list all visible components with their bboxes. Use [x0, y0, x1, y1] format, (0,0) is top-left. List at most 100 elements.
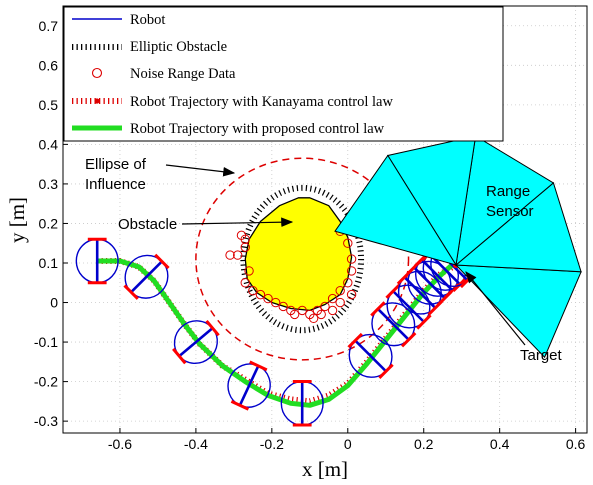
robot-axle	[392, 290, 425, 323]
noise-point	[335, 297, 345, 308]
kanayama-trajectory-line	[97, 258, 458, 405]
annotation-obstacle-label: Obstacle	[118, 216, 177, 233]
robot-axle	[377, 308, 410, 341]
robot-wheel-right	[378, 363, 394, 379]
legend-entry-elliptic-obstacle: Elliptic Obstacle	[72, 39, 227, 55]
annotation-sensor-line1: Range	[486, 183, 530, 200]
robot-axle	[354, 339, 387, 373]
y-tick-label: 0	[50, 295, 58, 311]
robot-axle	[178, 327, 214, 358]
noise-point	[225, 250, 235, 260]
noise-point	[240, 278, 250, 288]
robot	[123, 253, 170, 300]
noise-point	[232, 250, 243, 260]
noise-point	[270, 297, 281, 308]
noise-point	[244, 266, 254, 276]
noise-point	[343, 278, 353, 288]
robot-wheel-right	[452, 276, 468, 292]
robot-wheel-right	[230, 399, 250, 411]
y-tick-label: 0.2	[39, 215, 59, 231]
robot-wheel-left	[347, 332, 363, 349]
noise-point	[289, 309, 300, 320]
robot-wheel-left	[370, 301, 386, 317]
robot-wheel-right	[123, 284, 139, 300]
noise-point	[346, 266, 357, 276]
legend-entry-robot: Robot	[72, 12, 165, 28]
plot-frame	[62, 5, 588, 434]
robot-axle	[130, 260, 163, 294]
noise-points-layer	[225, 226, 357, 324]
annotation-influence-line1: Ellipse of	[85, 156, 147, 173]
noise-point	[343, 238, 353, 248]
annotation-obstacle: Obstacle	[118, 216, 294, 233]
sensor-wedge	[334, 154, 458, 266]
y-axis-label: y [m]	[5, 197, 29, 243]
influence-ellipse-layer	[195, 157, 410, 361]
y-tick-label: -0.2	[34, 374, 58, 390]
noise-point	[327, 305, 338, 316]
x-tick-label: -0.2	[260, 436, 284, 452]
robot-wheel-right	[172, 347, 187, 365]
annotation-influence-line2: Influence	[85, 176, 146, 193]
annotation-target-arrow	[465, 271, 526, 346]
robot	[227, 360, 271, 411]
x-tick-label: -0.6	[108, 436, 132, 452]
noise-point	[346, 254, 357, 264]
robot-wheel-left	[249, 360, 268, 372]
noise-point	[278, 301, 288, 312]
elliptic-obstacle-boundary	[240, 184, 365, 334]
robot-wheel-left	[205, 319, 220, 337]
x-tick-label: 0.6	[566, 436, 586, 452]
robot	[280, 380, 324, 427]
proposed-trajectory-layer	[97, 258, 456, 408]
legend-label-kanayama: Robot Trajectory with Kanayama control l…	[130, 94, 393, 110]
legend: Robot Elliptic Obstacle Noise Range Data…	[63, 6, 504, 142]
noise-point	[335, 285, 345, 296]
y-tick-label: 0.6	[39, 57, 59, 73]
annotation-ellipse-of-influence: Ellipse of Influence	[85, 156, 236, 193]
proposed-trajectory-line	[97, 258, 456, 408]
legend-label-noise: Noise Range Data	[130, 66, 236, 82]
obstacle-shape	[244, 197, 353, 312]
y-tick-label: -0.3	[34, 413, 58, 429]
noise-point	[346, 289, 357, 300]
x-axis-label: x [m]	[302, 457, 348, 481]
robot	[385, 283, 432, 330]
noise-point	[255, 289, 266, 300]
x-tick-label: -0.4	[184, 436, 208, 452]
robot	[75, 237, 119, 285]
robot	[172, 319, 220, 365]
axis-ticks: -0.6 -0.4 -0.2 0 0.2 0.4 0.6 -0.3 -0.2 -0.1 0 0.1 0.…	[34, 18, 586, 452]
robot	[370, 301, 417, 348]
annotation-obstacle-arrow	[181, 217, 294, 227]
range-sensor-layer	[334, 135, 582, 359]
annotation-target: Target	[465, 271, 563, 364]
legend-entry-noise-range-data: Noise Range Data	[91, 66, 236, 82]
legend-label-robot: Robot	[130, 12, 165, 28]
legend-swatch-noise	[91, 67, 103, 79]
robot-axle	[238, 365, 260, 406]
y-tick-label: 0.5	[39, 97, 59, 113]
annotation-target-label: Target	[520, 347, 563, 364]
obstacle-layer	[240, 184, 365, 334]
robot-wheel-left	[154, 253, 170, 270]
legend-entry-proposed: Robot Trajectory with proposed control l…	[72, 121, 385, 137]
annotation-sensor-line2: Sensor	[486, 203, 534, 220]
legend-swatch-kanayama-dot	[94, 98, 100, 104]
y-tick-label: 0.3	[39, 176, 59, 192]
legend-entry-kanayama: Robot Trajectory with Kanayama control l…	[72, 94, 393, 110]
kanayama-trajectory-layer	[97, 258, 458, 405]
noise-point	[327, 293, 338, 304]
y-tick-label: 0.4	[39, 136, 59, 152]
robot-axle	[403, 276, 437, 309]
robot-wheel-left	[385, 283, 401, 299]
x-tick-label: 0.4	[490, 436, 510, 452]
noise-point	[320, 301, 330, 312]
robot-wheel-right	[416, 314, 432, 330]
noise-point	[263, 293, 273, 304]
annotation-range-sensor: Range Sensor	[486, 183, 534, 220]
noise-point	[248, 285, 258, 296]
noise-point	[308, 313, 319, 324]
legend-label-proposed: Robot Trajectory with proposed control l…	[130, 121, 385, 137]
robot-wheel-right	[400, 331, 417, 348]
